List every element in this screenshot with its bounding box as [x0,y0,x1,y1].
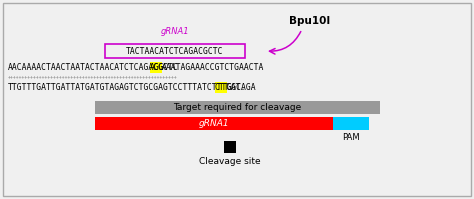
Bar [95,101,380,114]
Text: Target required for cleavage: Target required for cleavage [173,103,301,112]
Bar [95,117,333,130]
Text: gRNA1: gRNA1 [199,119,229,128]
Bar [333,117,369,130]
Bar [150,61,162,72]
Text: +++++++++++++++++++++++++++++++++++++++++++++++++++++++++++: ++++++++++++++++++++++++++++++++++++++++… [8,74,178,79]
Bar [224,141,236,153]
Text: Bpu10I: Bpu10I [289,16,331,26]
Text: AAATAGAAACCGTCTGAACTA: AAATAGAAACCGTCTGAACTA [162,62,264,71]
Text: PAM: PAM [342,134,360,142]
Text: CTT: CTT [215,83,229,92]
Text: TACTAACATCTCAGACGCTC: TACTAACATCTCAGACGCTC [126,47,224,56]
Text: Cleavage site: Cleavage site [199,157,261,166]
Bar [105,44,245,58]
Text: AGG: AGG [150,62,164,71]
Bar [215,82,227,93]
Text: AACAAAACTAACTAATACTAACATCTCAGACGCTC: AACAAAACTAACTAATACTAACATCTCAGACGCTC [8,62,179,71]
Text: TTGTTTGATTGATTATGATGTAGAGTCTGCGAGTCCTTTATCTTTGGCAGA: TTGTTTGATTGATTATGATGTAGAGTCTGCGAGTCCTTTA… [8,83,256,92]
Text: gRNA1: gRNA1 [161,27,189,36]
Text: GAT.: GAT. [227,83,246,92]
